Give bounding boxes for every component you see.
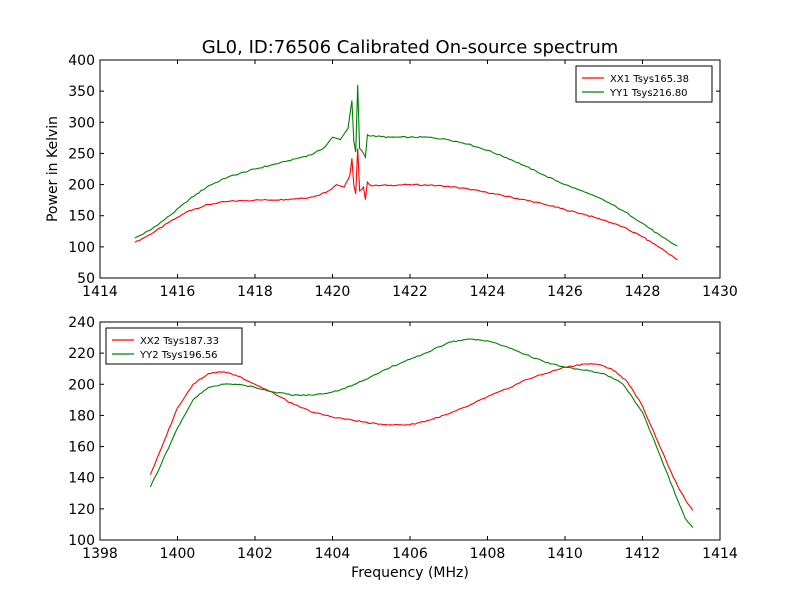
x-tick-label: 1398: [82, 546, 118, 562]
series-line-1: [149, 363, 694, 511]
legend-label: YY2 Tsys196.56: [139, 350, 218, 361]
x-tick-label: 1406: [392, 546, 428, 562]
y-tick-label: 140: [68, 471, 95, 487]
x-tick-label: 1416: [160, 284, 196, 300]
y-tick-label: 100: [68, 533, 95, 549]
x-tick-label: 1424: [470, 284, 506, 300]
series-line-1: [134, 148, 678, 261]
top-panel: 1414 1416 1418 1420 1422 1424 1426 1428 1430 50 10…: [68, 53, 738, 300]
legend-label: XX1 Tsys165.38: [610, 74, 689, 85]
y-tick-label: 240: [68, 315, 95, 331]
y-tick-label: 300: [68, 115, 95, 131]
y-tick-label: 180: [68, 408, 95, 424]
y-tick-label: 200: [68, 178, 95, 194]
x-axis-label: Frequency (MHz): [351, 565, 469, 581]
x-tick-label: 1414: [702, 546, 738, 562]
x-tick-label: 1412: [625, 546, 661, 562]
x-tick-label: 1414: [82, 284, 118, 300]
legend-label: YY1 Tsys216.80: [609, 88, 688, 99]
legend-box: [105, 327, 243, 365]
y-axis-label: Power in Kelvin: [45, 116, 61, 222]
y-tick-label: 250: [68, 146, 95, 162]
x-tick-label: 1420: [315, 284, 351, 300]
legend-label: XX2 Tsys187.33: [140, 336, 219, 347]
legend-box: [575, 65, 713, 103]
y-tick-label: 400: [68, 53, 95, 69]
x-tick-label: 1422: [392, 284, 428, 300]
y-tick-label: 200: [68, 377, 95, 393]
x-tick-label: 1426: [547, 284, 583, 300]
y-tick-label: 120: [68, 502, 95, 518]
y-tick-label: 150: [68, 209, 95, 225]
x-tick-label: 1400: [160, 546, 196, 562]
chart-title: GL0, ID:76506 Calibrated On-source spect…: [202, 37, 619, 58]
bottom-panel: 1398 1400 1402 1404 1406 1408 1410 1412 1414 100 1…: [68, 315, 738, 562]
x-tick-label: 1402: [237, 546, 273, 562]
x-tick-label: 1408: [470, 546, 506, 562]
series-line-2: [149, 338, 694, 528]
y-tick-label: 50: [77, 271, 95, 287]
y-tick-label: 160: [68, 440, 95, 456]
x-tick-label: 1410: [547, 546, 583, 562]
series-line-2: [134, 84, 678, 247]
x-tick-label: 1404: [315, 546, 351, 562]
x-tick-label: 1430: [702, 284, 738, 300]
y-tick-label: 100: [68, 240, 95, 256]
x-tick-label: 1428: [625, 284, 661, 300]
y-tick-label: 350: [68, 84, 95, 100]
x-tick-label: 1418: [237, 284, 273, 300]
y-tick-label: 220: [68, 346, 95, 362]
